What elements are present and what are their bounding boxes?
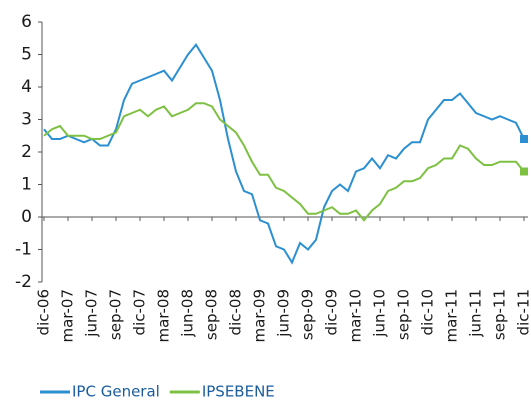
x-tick-label: sep-08 [203,289,221,340]
legend-label: IPC General [72,383,160,401]
x-tick-label: mar-11 [443,289,461,343]
x-tick-label: mar-08 [155,289,173,343]
x-tick-label: mar-09 [251,289,269,343]
x-tick-label: dic-07 [131,289,149,335]
y-tick-label: 0 [21,207,32,227]
end-marker [520,167,528,176]
x-tick-label: sep-11 [491,289,509,340]
x-tick-label: jun-08 [179,289,197,338]
y-tick-label: 1 [21,175,32,195]
x-tick-label: jun-10 [371,289,389,338]
y-tick-label: 2 [21,142,32,162]
x-tick-label: dic-10 [419,289,437,335]
x-tick-label: mar-07 [59,289,77,343]
x-tick-label: mar-10 [347,289,365,343]
x-tick-label: jun-07 [83,289,101,338]
x-tick-label: dic-09 [323,289,341,335]
y-tick-label: 6 [21,12,32,32]
y-tick-label: -1 [15,240,32,260]
series-line [43,43,525,265]
y-tick-label: -2 [15,272,32,292]
x-tick-label: sep-10 [395,289,413,340]
x-tick-label: sep-09 [299,289,317,340]
x-tick-label: jun-09 [275,289,293,338]
end-marker [520,135,528,143]
legend-label: IPSEBENE [202,383,275,401]
y-tick-label: 3 [21,110,32,130]
x-tick-label: jun-11 [467,289,485,338]
x-tick-label: dic-08 [227,289,245,335]
x-tick-label: dic-06 [35,289,53,335]
y-tick-label: 4 [21,77,32,97]
series-line [43,102,525,222]
x-tick-label: dic-11 [515,289,531,335]
x-tick-label: sep-07 [107,289,125,340]
y-tick-label: 5 [21,45,32,65]
